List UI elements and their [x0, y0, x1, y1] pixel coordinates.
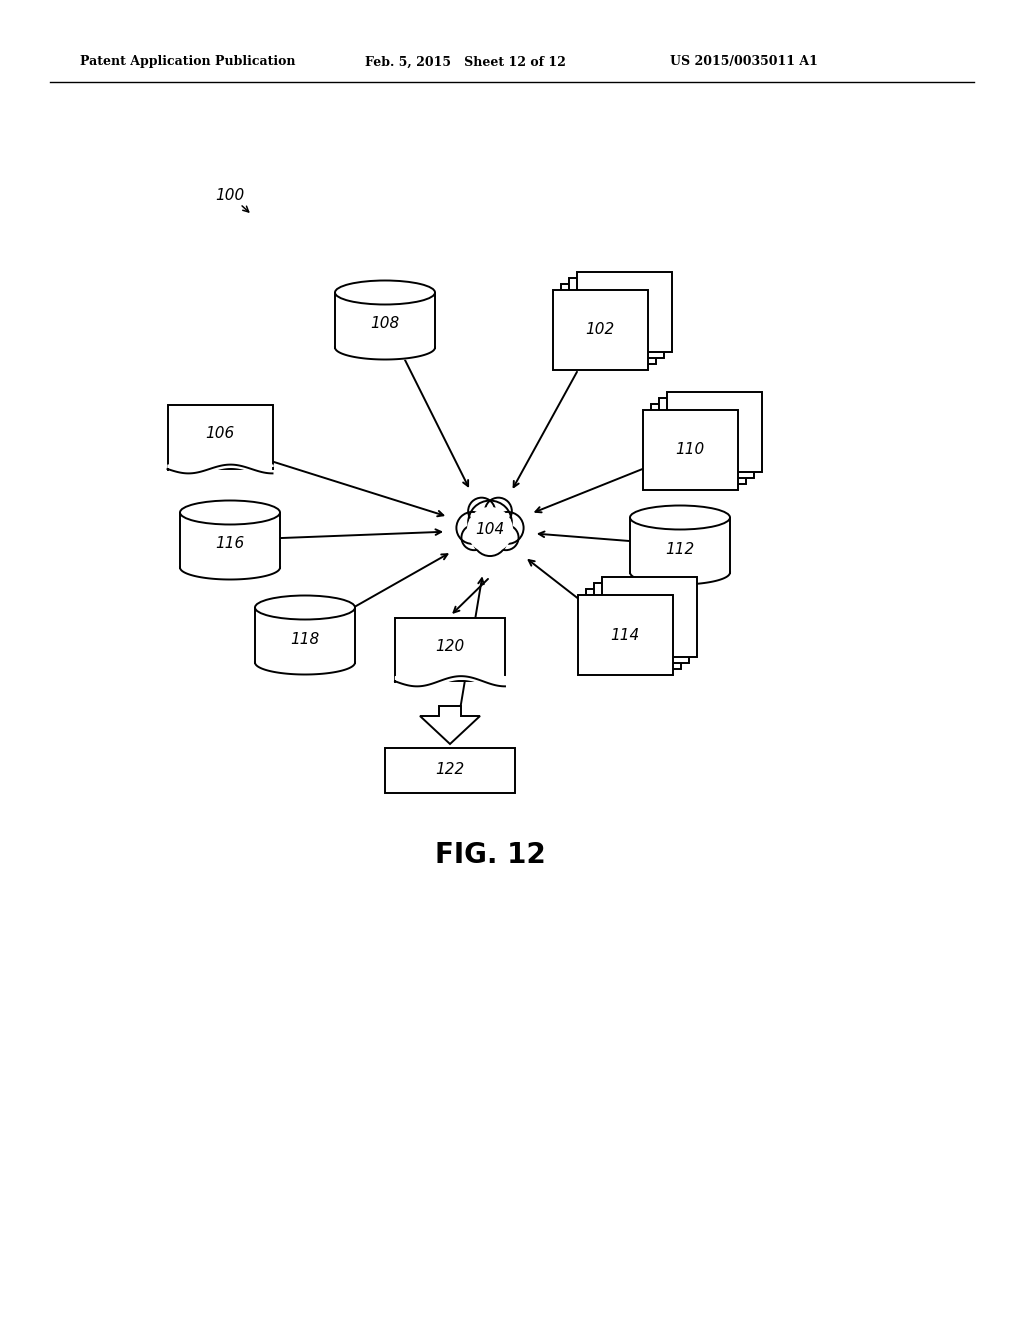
Circle shape [485, 498, 512, 524]
Text: 100: 100 [215, 187, 245, 202]
Text: 102: 102 [586, 322, 614, 338]
Text: 116: 116 [215, 536, 245, 552]
Bar [568, 279, 664, 358]
Text: 112: 112 [666, 541, 694, 557]
Text: 122: 122 [435, 763, 465, 777]
Bar [553, 290, 647, 370]
Text: FIG. 12: FIG. 12 [434, 841, 546, 869]
Text: 118: 118 [291, 631, 319, 647]
Bar [601, 577, 696, 657]
Bar [586, 589, 681, 669]
Bar [578, 595, 673, 675]
Circle shape [462, 525, 486, 550]
Ellipse shape [335, 281, 435, 305]
Ellipse shape [180, 500, 280, 524]
Text: 104: 104 [475, 523, 505, 537]
Text: 106: 106 [206, 426, 234, 441]
Text: Feb. 5, 2015   Sheet 12 of 12: Feb. 5, 2015 Sheet 12 of 12 [365, 55, 566, 69]
Bar [180, 512, 280, 568]
Text: 120: 120 [435, 639, 465, 653]
Polygon shape [420, 706, 480, 744]
Bar [255, 607, 355, 663]
Bar [630, 517, 730, 573]
Circle shape [473, 523, 507, 556]
Bar [658, 399, 754, 478]
Bar [650, 404, 745, 484]
Text: US 2015/0035011 A1: US 2015/0035011 A1 [670, 55, 818, 69]
Ellipse shape [630, 506, 730, 529]
Bar [642, 411, 737, 490]
Bar [168, 405, 272, 469]
Circle shape [494, 525, 518, 550]
Text: 114: 114 [610, 627, 640, 643]
Bar [594, 583, 688, 663]
Text: 108: 108 [371, 317, 399, 331]
Text: 110: 110 [676, 442, 705, 458]
Circle shape [468, 500, 512, 544]
Circle shape [468, 498, 495, 524]
Ellipse shape [255, 595, 355, 619]
Bar [395, 618, 505, 681]
Bar [560, 284, 655, 364]
Circle shape [492, 512, 523, 544]
Circle shape [467, 507, 513, 553]
Bar [577, 272, 672, 352]
Bar [335, 293, 435, 347]
Circle shape [457, 512, 488, 544]
Bar [667, 392, 762, 473]
Text: Patent Application Publication: Patent Application Publication [80, 55, 296, 69]
Bar [385, 747, 515, 792]
